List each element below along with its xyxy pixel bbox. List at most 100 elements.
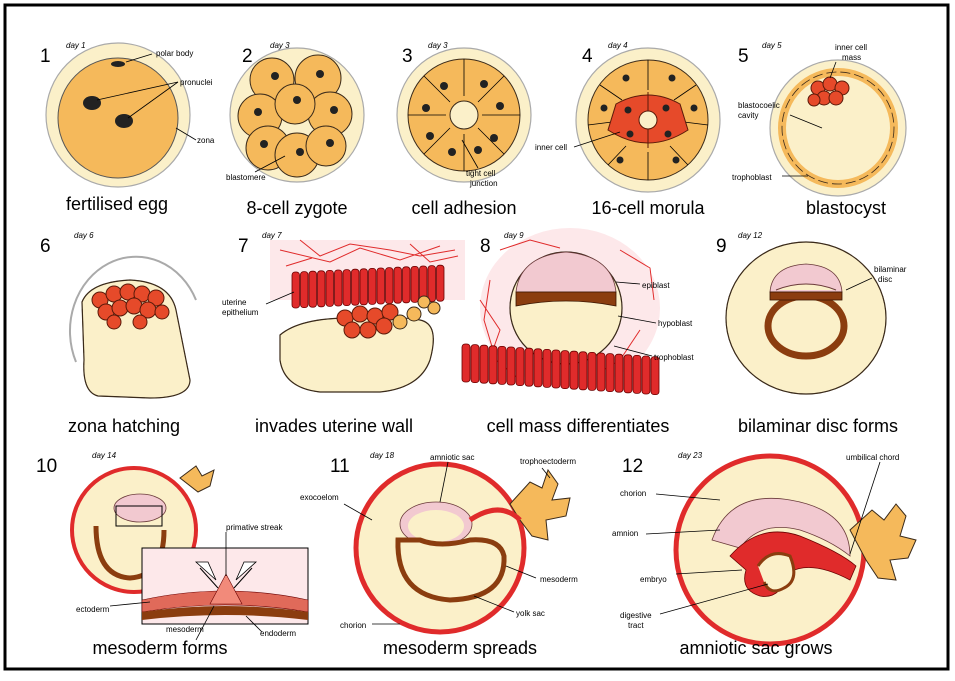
uterine-epithelium xyxy=(291,264,445,309)
panel-11: 11 day 18 amniotic sac trophoectoderm ex… xyxy=(300,451,578,658)
label-trophoblast: trophoblast xyxy=(732,173,772,182)
panel-3: 3 day 3 tight cell junction cell adhesio… xyxy=(396,41,532,218)
epithelial-cell xyxy=(479,344,489,384)
label-chorion: chorion xyxy=(340,621,366,630)
panel-8-number: 8 xyxy=(480,236,491,257)
panel-2-number: 2 xyxy=(242,46,253,67)
amnion xyxy=(113,493,167,523)
epithelial-cell xyxy=(515,347,525,387)
epithelial-cell xyxy=(342,269,351,307)
label-blastomere: blastomere xyxy=(226,173,266,182)
panel-2-day: day 3 xyxy=(270,41,290,50)
panel-1-day: day 1 xyxy=(66,41,86,50)
panel-1-caption: fertilised egg xyxy=(66,194,168,214)
amniotic-cavity-epiblast xyxy=(769,263,843,293)
label-blastocoelic-2: cavity xyxy=(738,111,758,120)
epithelial-cell xyxy=(596,352,606,392)
uterine-epithelium-8 xyxy=(461,343,660,396)
label-digestive-1: digestive xyxy=(620,611,652,620)
epiblast xyxy=(515,251,617,293)
panel-10-day: day 14 xyxy=(92,451,117,460)
panel-5-day: day 5 xyxy=(762,41,782,50)
label-zona: zona xyxy=(197,136,215,145)
epithelial-cell xyxy=(300,271,309,309)
epithelial-cell xyxy=(402,266,411,304)
label-bilaminar-1: bilaminar xyxy=(874,265,907,274)
mesoderm-layer xyxy=(209,573,243,605)
zoom-box xyxy=(115,505,163,527)
epithelial-cell xyxy=(524,347,534,387)
epithelial-cell xyxy=(614,353,624,393)
label-inner-cell-mass-2: mass xyxy=(842,53,861,62)
label-uterine-2: epithelium xyxy=(222,308,259,317)
panel-3-caption: cell adhesion xyxy=(411,198,516,218)
epithelial-cell xyxy=(569,350,579,390)
epithelial-cell xyxy=(506,346,516,386)
inner-cell-mass xyxy=(807,76,850,107)
label-primitive-streak: primative streak xyxy=(226,523,283,532)
panel-9-day: day 12 xyxy=(738,231,763,240)
label-polar-body: polar body xyxy=(156,49,193,58)
panel-9-number: 9 xyxy=(716,236,727,257)
panel-3-day: day 3 xyxy=(428,41,448,50)
label-amnion: amnion xyxy=(612,529,638,538)
panel-10-caption: mesoderm forms xyxy=(92,638,227,658)
label-chorion: chorion xyxy=(620,489,646,498)
label-trophoectoderm: trophoectoderm xyxy=(520,457,576,466)
invading-cell-mass xyxy=(336,295,441,339)
panel-10-number: 10 xyxy=(36,456,57,477)
epithelial-cell xyxy=(551,349,561,389)
panel-9-caption: bilaminar disc forms xyxy=(738,416,898,436)
nuclei xyxy=(422,80,504,156)
epithelial-cell xyxy=(533,348,543,388)
panel-4-caption: 16-cell morula xyxy=(591,198,705,218)
panel-7-number: 7 xyxy=(238,236,249,257)
trophoectoderm xyxy=(509,468,571,541)
digestive-tract xyxy=(756,552,796,593)
panel-3-number: 3 xyxy=(402,46,413,67)
label-umbilical-chord: umbilical chord xyxy=(846,453,899,462)
label-ectoderm: ectoderm xyxy=(76,605,110,614)
panel-8-caption: cell mass differentiates xyxy=(487,416,670,436)
label-yolk-sac: yolk sac xyxy=(516,609,545,618)
epithelial-cell xyxy=(560,350,570,390)
panel-7-day: day 7 xyxy=(262,231,282,240)
panel-10: 10 day 14 primative streak ectoderm meso… xyxy=(36,451,309,658)
panel-9: 9 day 12 bilaminar disc bilaminar disc f… xyxy=(716,231,907,436)
panel-7-caption: invades uterine wall xyxy=(255,416,413,436)
label-epiblast: epiblast xyxy=(642,281,670,290)
label-hypoblast: hypoblast xyxy=(658,319,693,328)
panel-8-day: day 9 xyxy=(504,231,524,240)
yolk-sac-hypoblast xyxy=(764,292,848,360)
panel-2: 2 day 3 blastomere 8-cell zygote xyxy=(226,41,365,218)
amnion xyxy=(711,497,851,557)
panel-8: 8 day 9 epiblast hypoblast trophoblast c… xyxy=(461,228,694,436)
polar-body xyxy=(111,61,125,67)
epithelial-cell xyxy=(632,354,642,394)
panel-6-number: 6 xyxy=(40,236,51,257)
panel-12-day: day 23 xyxy=(678,451,703,460)
epithelial-cell xyxy=(461,343,471,383)
epithelial-cell xyxy=(578,351,588,391)
epithelial-cell xyxy=(351,268,360,306)
panel-4-day: day 4 xyxy=(608,41,628,50)
epithelial-cell xyxy=(650,356,660,396)
panel-1-number: 1 xyxy=(40,46,51,67)
trophoectoderm xyxy=(849,503,917,581)
label-embryo: embryo xyxy=(640,575,667,584)
label-inner-cell: inner cell xyxy=(535,143,567,152)
panel-4: 4 day 4 inner cell 16-cell morula xyxy=(535,41,721,218)
epithelial-cell xyxy=(587,351,597,391)
epithelial-cell xyxy=(376,267,385,305)
epithelial-cell xyxy=(623,354,633,394)
hypoblast xyxy=(515,291,617,307)
label-uterine-1: uterine xyxy=(222,298,247,307)
epithelial-cell xyxy=(385,267,394,305)
panel-11-caption: mesoderm spreads xyxy=(383,638,537,658)
label-amniotic-sac: amniotic sac xyxy=(430,453,474,462)
panel-12: 12 day 23 umbilical chord chorion amnion… xyxy=(612,451,917,658)
label-tight-junction-2: junction xyxy=(469,179,498,188)
epithelial-cell xyxy=(436,264,445,302)
